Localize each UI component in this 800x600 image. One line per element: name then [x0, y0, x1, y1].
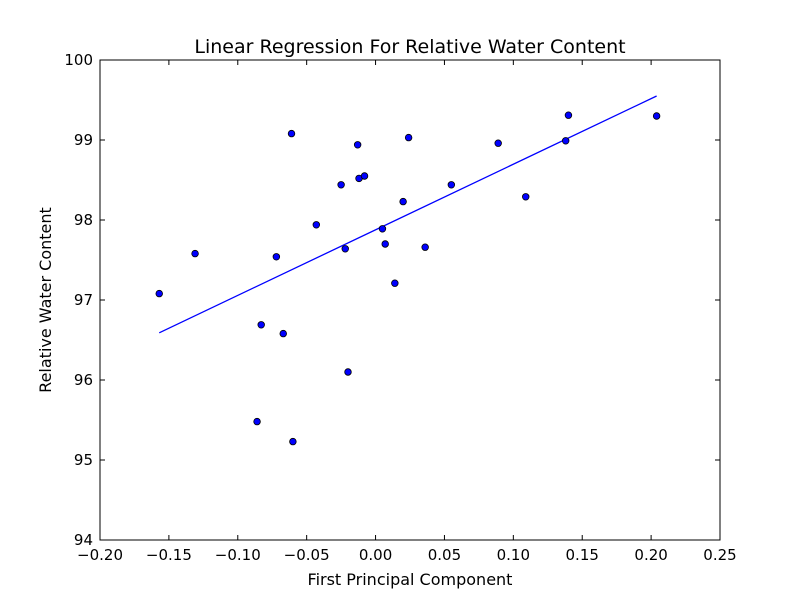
- data-points: [155, 111, 661, 446]
- data-point: [155, 289, 163, 298]
- data-point: [447, 181, 456, 189]
- data-point: [272, 253, 281, 261]
- x-tick-label: 0.20: [634, 546, 667, 564]
- y-tick-label: 94: [74, 531, 93, 549]
- plot-frame: [99, 59, 721, 541]
- data-point: [564, 111, 573, 119]
- y-tick-label: 95: [74, 451, 93, 469]
- x-tick-label: −0.10: [215, 546, 261, 564]
- y-axis: 94 95 96 97 98 99 100: [64, 51, 720, 549]
- x-tick-label: 0.00: [359, 546, 392, 564]
- data-point: [378, 225, 387, 233]
- data-point: [522, 193, 530, 201]
- y-axis-label: Relative Water Content: [36, 207, 55, 393]
- data-point: [253, 417, 261, 426]
- data-point: [404, 133, 413, 142]
- data-point: [399, 197, 407, 206]
- data-point: [494, 139, 502, 147]
- x-tick-label: 0.15: [566, 546, 599, 564]
- data-point: [381, 240, 389, 248]
- data-point: [353, 141, 362, 149]
- data-point: [257, 321, 265, 329]
- chart-title: Linear Regression For Relative Water Con…: [194, 36, 625, 58]
- x-axis: −0.20 −0.15 −0.10 −0.05 0.00 0.05 0.10 0.15 0.20…: [77, 60, 737, 564]
- data-point: [191, 249, 199, 258]
- x-tick-label: 0.10: [497, 546, 530, 564]
- y-tick-label: 97: [74, 291, 93, 309]
- data-point: [337, 181, 345, 189]
- data-point: [561, 137, 570, 145]
- data-point: [341, 245, 349, 253]
- data-point: [289, 437, 297, 446]
- x-tick-label: 0.05: [428, 546, 461, 564]
- data-point: [360, 172, 369, 180]
- x-tick-label: −0.05: [284, 546, 330, 564]
- data-point: [652, 112, 661, 120]
- x-axis-label: First Principal Component: [308, 570, 513, 589]
- data-point: [391, 279, 399, 287]
- data-point: [312, 221, 321, 229]
- data-point: [279, 329, 287, 338]
- y-tick-label: 98: [74, 211, 93, 229]
- data-point: [344, 368, 352, 376]
- plot-area: [99, 59, 721, 541]
- regression-line: [158, 95, 657, 334]
- y-tick-label: 96: [74, 371, 93, 389]
- data-point: [287, 129, 296, 138]
- x-tick-label: −0.20: [77, 546, 123, 564]
- x-tick-label: −0.15: [146, 546, 192, 564]
- x-tick-label: 0.25: [703, 546, 736, 564]
- y-tick-label: 99: [74, 131, 93, 149]
- y-tick-label: 100: [64, 51, 93, 69]
- data-point: [421, 243, 429, 251]
